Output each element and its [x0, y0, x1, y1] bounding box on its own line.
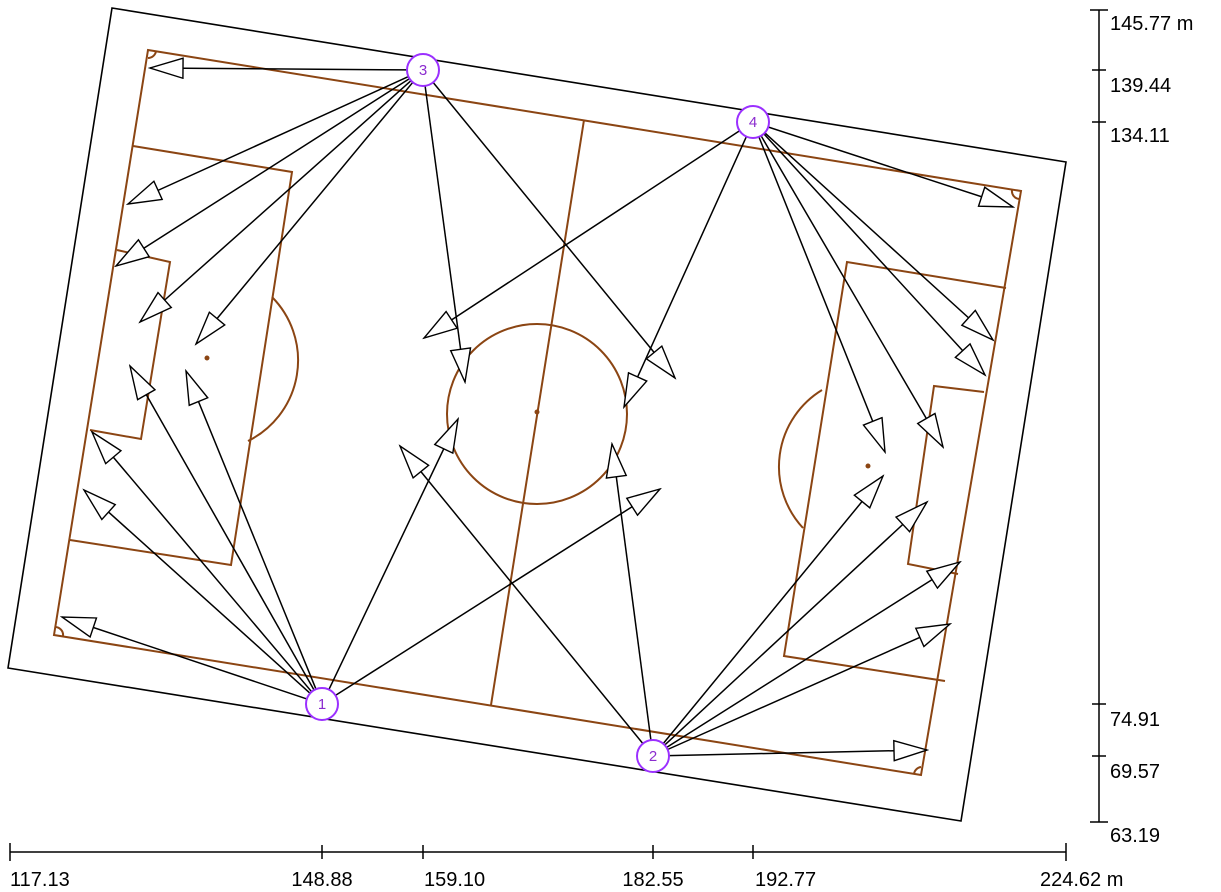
aiming-arrow: [612, 444, 651, 740]
aiming-arrow: [624, 137, 746, 407]
aiming-arrow: [663, 476, 883, 744]
left-penalty-arc: [248, 297, 298, 441]
right-goal-box: [908, 386, 984, 574]
pole-3[interactable]: 3: [407, 54, 439, 86]
x-tick-label: 159.10: [424, 869, 485, 891]
pole-label: 4: [749, 114, 757, 131]
aiming-arrow: [329, 419, 458, 690]
pole-2[interactable]: 2: [637, 740, 669, 772]
aiming-arrow: [140, 81, 411, 322]
pole-4[interactable]: 4: [737, 106, 769, 138]
aiming-arrow: [128, 77, 408, 204]
aiming-arrow: [425, 86, 465, 382]
pole-label: 1: [318, 696, 326, 713]
y-tick-label: 139.44: [1110, 75, 1171, 97]
aiming-arrow: [92, 432, 312, 692]
y-tick-label: 134.11: [1110, 125, 1170, 147]
aiming-arrow: [116, 79, 410, 266]
aiming-arrow: [764, 134, 985, 375]
right-penalty-spot: [867, 465, 870, 468]
x-axis: [10, 843, 1066, 861]
corner-arc-top-left: [148, 51, 156, 58]
x-tick-label: 224.62 m: [1040, 869, 1123, 891]
corner-arc-bottom-right: [914, 767, 921, 774]
field-markings: [54, 50, 1021, 775]
pole-1[interactable]: 1: [306, 688, 338, 720]
pole-label: 2: [649, 748, 657, 765]
y-tick-label: 69.57: [1110, 761, 1160, 783]
aiming-arrow: [665, 502, 927, 745]
x-tick-label: 192.77: [755, 869, 816, 891]
y-tick-label: 63.19: [1110, 825, 1160, 847]
x-tick-label: 117.13: [10, 869, 70, 891]
pole-label: 3: [419, 62, 427, 79]
y-tick-label: 145.77 m: [1110, 13, 1193, 35]
left-goal-box: [90, 250, 170, 439]
left-penalty-box: [70, 146, 292, 565]
y-tick-label: 74.91: [1110, 709, 1160, 731]
aiming-arrow: [667, 562, 961, 748]
y-axis: [1090, 10, 1108, 822]
aiming-arrow: [424, 131, 740, 338]
aiming-arrow: [761, 136, 943, 447]
aiming-arrow: [433, 82, 675, 378]
aiming-arrow: [196, 82, 413, 344]
x-tick-label: 148.88: [291, 869, 352, 891]
aiming-arrow: [150, 68, 407, 70]
center-spot: [536, 411, 539, 414]
aiming-arrow: [400, 446, 643, 744]
aiming-arrow: [130, 366, 314, 690]
x-tick-label: 182.55: [622, 869, 683, 891]
aiming-arrow: [768, 127, 1013, 207]
left-penalty-spot: [206, 357, 209, 360]
aiming-arrow: [186, 371, 316, 689]
